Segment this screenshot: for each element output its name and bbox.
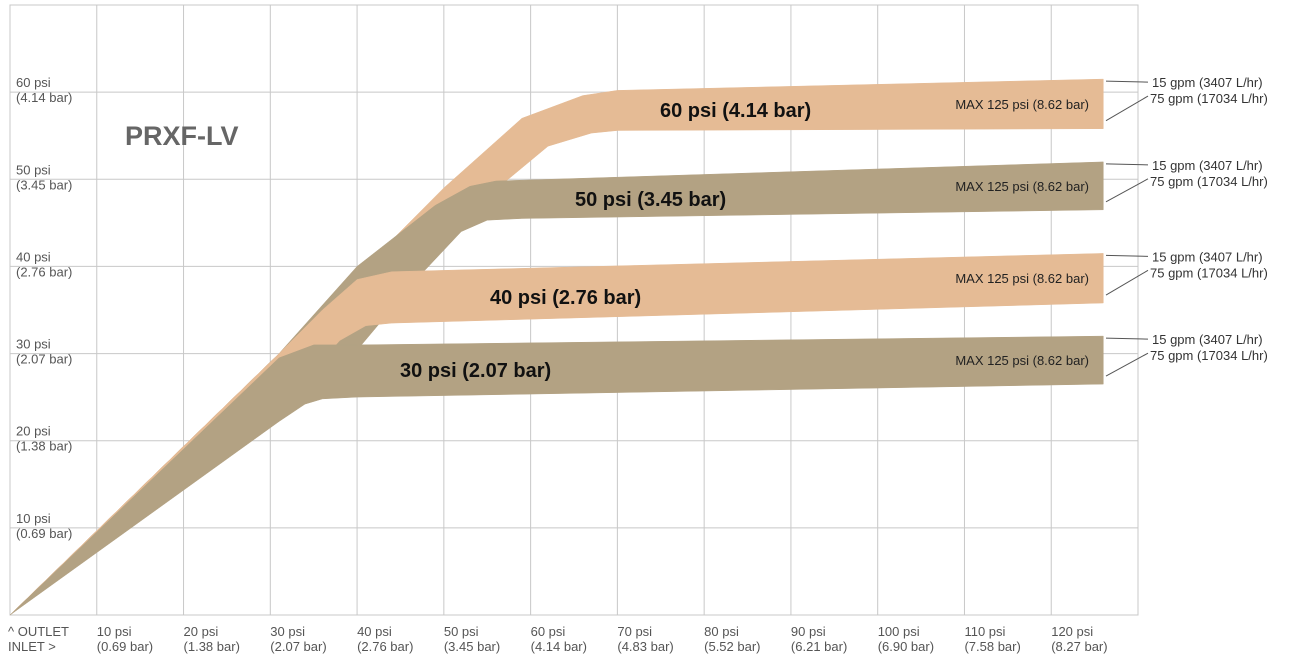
band-label: 40 psi (2.76 bar) [490, 287, 641, 309]
x-tick-label-line: (5.52 bar) [704, 639, 760, 654]
x-tick-label-line: 30 psi [270, 624, 305, 639]
callout-lower: 75 gpm (17034 L/hr) [1150, 174, 1268, 189]
callout-leader-lower [1105, 178, 1149, 203]
x-tick-label: 90 psi (6.21 bar) [791, 624, 847, 654]
x-tick-label: 80 psi (5.52 bar) [704, 624, 760, 654]
x-tick-label-line: 40 psi [357, 624, 392, 639]
callout-lower: 75 gpm (17034 L/hr) [1150, 91, 1268, 106]
y-tick-label-line: (3.45 bar) [16, 177, 72, 192]
x-tick-label-line: (8.27 bar) [1051, 639, 1107, 654]
x-tick-label: 30 psi (2.07 bar) [270, 624, 326, 654]
y-tick-label-line: 20 psi [16, 424, 51, 439]
x-tick-label-line: 10 psi [97, 624, 132, 639]
y-tick-label-line: 60 psi [16, 75, 51, 90]
max-pressure-label: MAX 125 psi (8.62 bar) [955, 97, 1089, 112]
y-tick-label-line: 10 psi [16, 511, 51, 526]
x-tick-label-line: (7.58 bar) [964, 639, 1020, 654]
x-tick-label-line: (2.07 bar) [270, 639, 326, 654]
labels: 10 psi (0.69 bar)20 psi (1.38 bar)30 psi (2… [8, 75, 1268, 654]
max-pressure-label: MAX 125 psi (8.62 bar) [955, 271, 1089, 286]
callout-upper: 15 gpm (3407 L/hr) [1152, 158, 1263, 173]
chart-title: PRXF-LV [125, 121, 239, 151]
callout-leader-lower [1105, 269, 1149, 296]
x-tick-label-line: 110 psi [964, 624, 1005, 639]
callout-leader-upper [1105, 254, 1149, 257]
plot-frame [9, 4, 1139, 616]
band-label: 30 psi (2.07 bar) [400, 360, 551, 382]
callout-lower: 75 gpm (17034 L/hr) [1150, 265, 1268, 280]
x-tick-label-line: 120 psi [1051, 624, 1093, 639]
y-tick-label: 10 psi (0.69 bar) [16, 511, 72, 541]
x-tick-label: 110 psi (7.58 bar) [964, 624, 1020, 654]
callout-upper: 15 gpm (3407 L/hr) [1152, 249, 1263, 264]
y-tick-label-line: (1.38 bar) [16, 439, 72, 454]
x-tick-label-line: 70 psi [617, 624, 652, 639]
x-tick-label-line: 60 psi [531, 624, 566, 639]
corner-label: ^ OUTLET INLET > [8, 624, 69, 654]
callout-leader-upper [1105, 80, 1149, 83]
band-label: 60 psi (4.14 bar) [660, 100, 811, 122]
callout-leader-upper [1105, 337, 1149, 340]
max-pressure-label: MAX 125 psi (8.62 bar) [955, 179, 1089, 194]
band-1 [9, 161, 1104, 616]
x-tick-label-line: (0.69 bar) [97, 639, 153, 654]
x-tick-label: 40 psi (2.76 bar) [357, 624, 413, 654]
y-tick-label: 60 psi (4.14 bar) [16, 75, 72, 105]
y-tick-label-line: (4.14 bar) [16, 90, 72, 105]
y-tick-label-line: (0.69 bar) [16, 526, 72, 541]
x-tick-label-line: 20 psi [184, 624, 219, 639]
x-tick-label-line: 80 psi [704, 624, 739, 639]
x-tick-label-line: (1.38 bar) [184, 639, 240, 654]
callout-leader-lower [1105, 95, 1149, 122]
x-tick-label: 10 psi (0.69 bar) [97, 624, 153, 654]
x-tick-label: 120 psi (8.27 bar) [1051, 624, 1107, 654]
callout-upper: 15 gpm (3407 L/hr) [1152, 75, 1263, 90]
y-tick-label: 40 psi (2.76 bar) [16, 249, 72, 279]
x-tick-label-line: (4.14 bar) [531, 639, 587, 654]
callout-leader-upper [1105, 163, 1149, 166]
corner-label-line: INLET > [8, 639, 56, 654]
y-tick-label: 20 psi (1.38 bar) [16, 424, 72, 454]
callout-upper: 15 gpm (3407 L/hr) [1152, 332, 1263, 347]
x-tick-label: 20 psi (1.38 bar) [184, 624, 240, 654]
band-3 [9, 335, 1104, 616]
x-tick-label-line: 100 psi [878, 624, 920, 639]
band-label: 50 psi (3.45 bar) [575, 189, 726, 211]
x-tick-label: 100 psi (6.90 bar) [878, 624, 934, 654]
x-tick-label: 70 psi (4.83 bar) [617, 624, 673, 654]
x-tick-label: 50 psi (3.45 bar) [444, 624, 500, 654]
x-tick-label: 60 psi (4.14 bar) [531, 624, 587, 654]
x-tick-label-line: 50 psi [444, 624, 479, 639]
y-tick-label-line: 30 psi [16, 337, 51, 352]
callout-lower: 75 gpm (17034 L/hr) [1150, 348, 1268, 363]
y-tick-label: 50 psi (3.45 bar) [16, 162, 72, 192]
y-tick-label: 30 psi (2.07 bar) [16, 337, 72, 367]
bands [9, 78, 1104, 616]
x-tick-label-line: (3.45 bar) [444, 639, 500, 654]
x-tick-label-line: 90 psi [791, 624, 826, 639]
x-tick-label-line: (4.83 bar) [617, 639, 673, 654]
y-tick-label-line: (2.76 bar) [16, 264, 72, 279]
x-tick-label-line: (2.76 bar) [357, 639, 413, 654]
x-tick-label-line: (6.90 bar) [878, 639, 934, 654]
y-tick-label-line: 40 psi [16, 249, 51, 264]
corner-label-line: ^ OUTLET [8, 624, 69, 639]
callout-leader-lower [1105, 352, 1149, 377]
max-pressure-label: MAX 125 psi (8.62 bar) [955, 353, 1089, 368]
y-tick-label-line: 50 psi [16, 162, 51, 177]
y-tick-label-line: (2.07 bar) [16, 352, 72, 367]
x-tick-label-line: (6.21 bar) [791, 639, 847, 654]
